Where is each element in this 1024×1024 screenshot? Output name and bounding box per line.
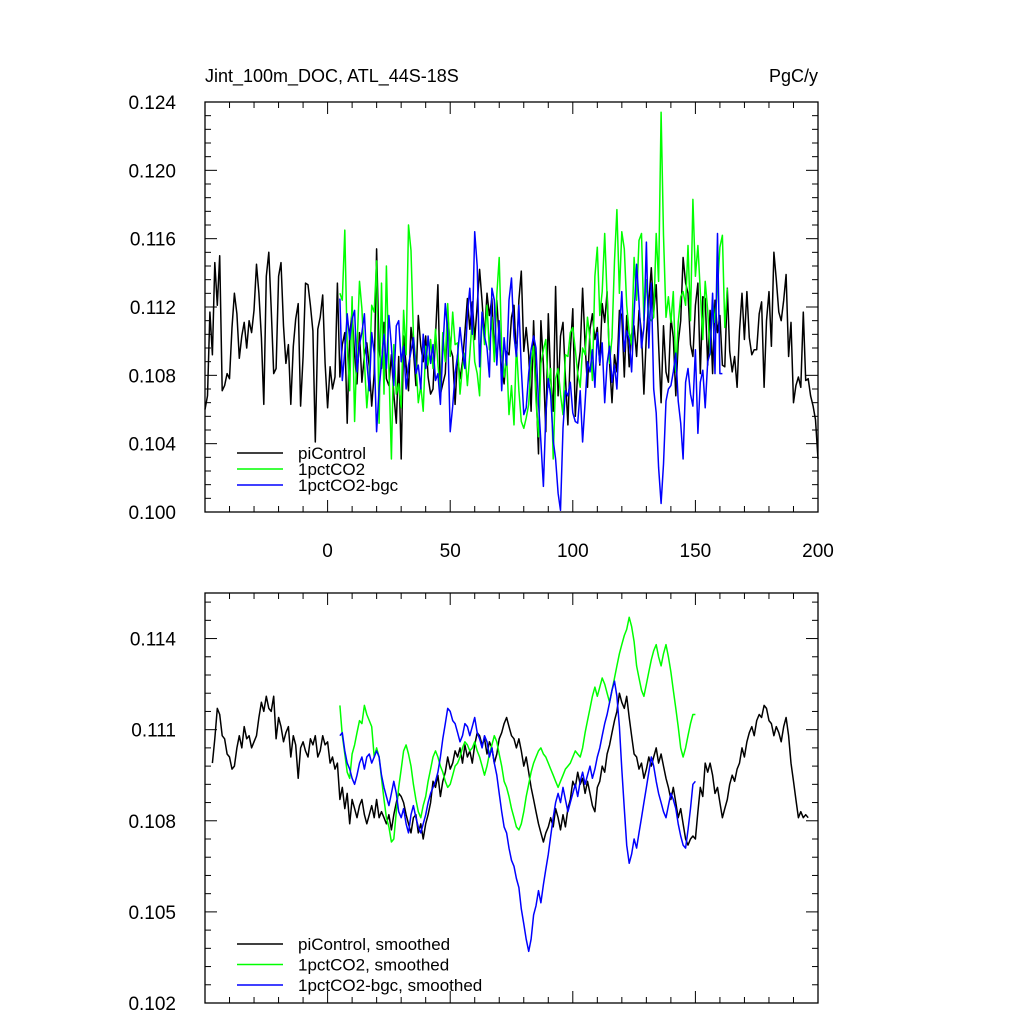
legend-label-1pctco2-bgc: 1pctCO2-bgc [298,476,399,495]
x-tick-label: 0 [322,541,333,562]
top-chart-frame [204,101,819,513]
units-label: PgC/y [769,66,818,86]
y-tick-label: 0.102 [128,994,176,1015]
series-line-1pctco2-bgc-smoothed [339,680,696,953]
bottom-chart-y-tick-labels: 0.102 0.105 0.108 0.111 0.114 [128,630,176,1015]
y-tick-label: 0.114 [130,630,177,651]
y-tick-label: 0.120 [128,161,176,182]
x-tick-label: 200 [802,541,834,562]
legend-label-1pctco2-smoothed: 1pctCO2, smoothed [298,956,449,975]
y-tick-label: 0.105 [128,903,176,924]
y-tick-label: 0.104 [128,435,176,456]
bottom-chart-frame [204,592,819,1004]
bottom-chart-panel: 0.102 0.105 0.108 0.111 0.114 piControl, smo… [128,592,819,1015]
top-chart-ticks [204,101,819,513]
chart-title: Jint_100m_DOC, ATL_44S-18S [205,66,459,87]
legend-label-picontrol: piControl [298,444,366,463]
x-tick-label: 50 [440,541,461,562]
y-tick-label: 0.111 [131,721,176,742]
legend-label-picontrol-smoothed: piControl, smoothed [298,935,450,954]
bottom-chart-series [211,616,809,953]
y-tick-label: 0.108 [128,812,176,833]
y-tick-label: 0.100 [128,503,176,524]
top-chart-x-tick-labels: 0 50 100 150 200 [322,541,834,562]
legend-label-1pctco2: 1pctCO2 [298,460,365,479]
top-chart-panel: Jint_100m_DOC, ATL_44S-18S PgC/y 0.1000.… [128,66,833,562]
x-tick-label: 100 [557,541,589,562]
series-line-picontrol-smoothed [211,692,809,846]
y-tick-label: 0.108 [128,366,176,387]
series-line-1pctco2-smoothed [339,616,696,843]
bottom-chart-legend: piControl, smoothed 1pctCO2, smoothed1pct… [237,935,482,995]
y-tick-label: 0.124 [128,93,176,114]
y-tick-label: 0.116 [130,230,176,251]
x-tick-label: 150 [680,541,712,562]
series-line-1pctco2 [339,111,729,460]
y-tick-label: 0.112 [130,298,176,319]
top-chart-y-tick-labels: 0.100 0.104 0.108 0.112 0.116 0.120 0.124 [128,93,176,524]
top-chart-series [204,111,819,512]
series-line-1pctco2-bgc [339,231,723,512]
legend-label-1pctco2-bgc-smoothed: 1pctCO2-bgc, smoothed [298,976,482,995]
